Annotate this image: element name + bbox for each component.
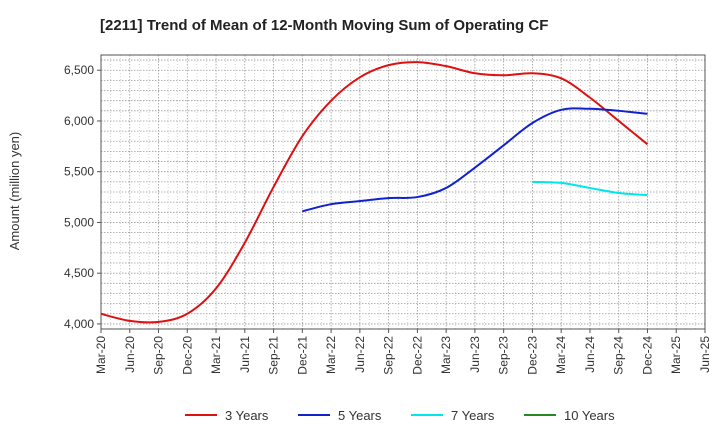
y-tick-label: 4,000 bbox=[64, 317, 94, 331]
legend-label: 7 Years bbox=[451, 408, 495, 423]
x-tick-label: Mar-24 bbox=[554, 336, 568, 374]
y-axis-ticks: 4,000 4,500 5,000 5,500 6,000 6,500 bbox=[64, 63, 101, 331]
x-tick-label: Mar-20 bbox=[94, 336, 108, 374]
x-tick-label: Jun-22 bbox=[353, 336, 367, 373]
x-tick-label: Mar-21 bbox=[209, 336, 223, 374]
y-tick-label: 6,500 bbox=[64, 63, 94, 77]
series-line-3-years bbox=[100, 61, 649, 324]
y-tick-label: 4,500 bbox=[64, 266, 94, 280]
legend-label: 3 Years bbox=[225, 408, 269, 423]
x-tick-label: Dec-23 bbox=[525, 336, 539, 375]
x-tick-label: Sep-21 bbox=[267, 336, 281, 375]
y-axis-label: Amount (million yen) bbox=[7, 132, 22, 251]
legend-label: 5 Years bbox=[338, 408, 382, 423]
y-tick-label: 5,500 bbox=[64, 165, 94, 179]
x-tick-label: Dec-20 bbox=[180, 336, 194, 375]
legend-label: 10 Years bbox=[564, 408, 615, 423]
y-tick-label: 6,000 bbox=[64, 114, 94, 128]
series-line-5-years bbox=[302, 107, 648, 213]
x-tick-label: Mar-23 bbox=[439, 336, 453, 374]
x-tick-label: Jun-23 bbox=[468, 336, 482, 373]
chart-title: [2211] Trend of Mean of 12-Month Moving … bbox=[100, 17, 548, 34]
plot-frame bbox=[100, 54, 706, 330]
x-tick-label: Sep-24 bbox=[612, 336, 626, 375]
x-tick-label: Mar-25 bbox=[669, 336, 683, 374]
x-tick-label: Dec-21 bbox=[295, 336, 309, 375]
x-tick-label: Sep-20 bbox=[152, 336, 166, 375]
x-tick-label: Jun-25 bbox=[698, 336, 712, 373]
x-tick-label: Mar-22 bbox=[324, 336, 338, 374]
x-tick-label: Sep-22 bbox=[382, 336, 396, 375]
x-tick-label: Sep-23 bbox=[497, 336, 511, 375]
x-tick-label: Jun-20 bbox=[123, 336, 137, 373]
gridlines bbox=[101, 55, 705, 329]
x-axis-ticks: Mar-20 Jun-20 Sep-20 Dec-20 Mar-21 Jun-21 Sep-… bbox=[94, 329, 712, 375]
y-tick-label: 5,000 bbox=[64, 215, 94, 229]
x-tick-label: Jun-21 bbox=[238, 336, 252, 373]
legend: 3 Years 5 Years 7 Years 10 Years bbox=[185, 408, 615, 423]
x-tick-label: Dec-22 bbox=[410, 336, 424, 375]
x-tick-label: Jun-24 bbox=[583, 336, 597, 373]
x-tick-label: Dec-24 bbox=[640, 336, 654, 375]
series-line-7-years bbox=[532, 180, 648, 197]
series-lines bbox=[100, 61, 649, 324]
